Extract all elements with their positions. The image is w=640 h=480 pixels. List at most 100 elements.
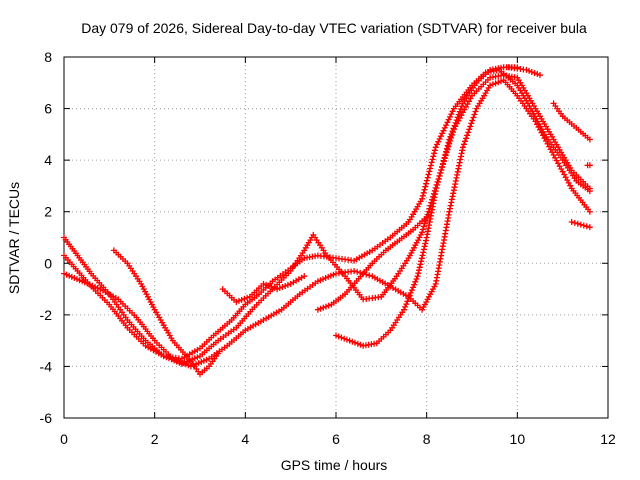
x-axis-label: GPS time / hours [281,457,388,473]
data-point [181,358,183,360]
y-tick-label: -4 [40,358,53,374]
data-point [81,280,83,282]
data-point [394,278,396,280]
data-point [326,254,328,257]
data-point [462,146,464,148]
data-point [99,288,101,290]
data-point [258,293,260,295]
data-point [244,303,246,306]
x-tick-label: 4 [241,431,249,447]
data-point [448,138,450,141]
data-point [589,226,591,228]
data-point [190,365,192,368]
data-point [303,257,305,259]
data-point [335,334,337,337]
data-point [281,309,283,311]
data-series [61,64,593,378]
data-point [249,296,251,298]
data-point [516,84,518,86]
data-point [213,334,215,337]
data-point [580,224,582,226]
data-point [362,298,364,300]
data-point [539,74,541,76]
data-point [589,138,591,141]
data-point [199,347,201,349]
data-point [589,211,591,213]
data-point [217,352,219,355]
data-point [385,249,387,251]
data-point [231,319,233,321]
data-point [199,355,201,357]
data-point [113,249,115,251]
data-point [63,273,65,275]
data-point [117,298,119,300]
data-point [126,327,129,329]
data-point [235,301,237,303]
chart-title: Day 079 of 2026, Sidereal Day-to-day VTE… [81,20,587,36]
data-point [589,187,591,190]
x-tick-label: 12 [600,431,616,447]
data-point [475,82,478,84]
data-point [199,373,201,375]
data-point [358,278,360,280]
data-point [303,249,305,251]
data-point [412,229,414,231]
data-point [244,329,246,331]
data-point [312,234,314,236]
data-point [77,270,79,272]
axis-ticks: 0 2 4 6 8 10 12 -6 -4 -2 0 2 4 6 8 [40,49,616,447]
data-point [448,211,450,213]
data-point [489,69,491,71]
y-tick-label: -2 [40,307,53,323]
data-point [426,216,428,218]
data-point [571,187,573,190]
data-point [163,355,165,357]
series-track-3 [61,77,593,370]
data-point [376,342,378,344]
data-point [553,154,555,156]
data-point [63,236,65,239]
data-point [507,66,509,68]
data-point [290,283,292,285]
data-point [462,102,464,105]
data-point [403,309,405,311]
data-point [553,138,555,141]
data-point [335,257,337,259]
x-tick-label: 2 [151,431,159,447]
data-point [580,131,582,133]
data-point [534,120,537,123]
series-track-11 [584,162,593,169]
data-point [145,340,147,342]
series-track-7 [333,64,521,349]
data-point [471,95,473,97]
data-point [571,221,573,223]
data-point [299,293,301,295]
data-point [344,293,346,295]
data-point [389,236,391,239]
x-tick-label: 10 [510,431,526,447]
data-point [435,190,437,192]
data-point [140,283,142,285]
data-point [262,319,265,321]
data-point [534,107,537,110]
y-tick-label: 8 [44,49,52,65]
data-point [154,309,156,311]
x-tick-label: 8 [423,431,431,447]
data-point [421,198,423,200]
data-point [344,275,346,277]
data-point [208,358,210,360]
data-point [575,180,577,182]
data-point [290,270,292,272]
series-track-4 [110,247,222,378]
data-point [63,254,65,257]
grid [64,57,608,418]
series-track-9 [550,100,593,143]
data-point [190,360,192,362]
data-point [77,254,79,257]
x-tick-label: 6 [332,431,340,447]
data-point [543,133,546,135]
data-point [530,107,532,110]
data-point [516,95,518,97]
data-point [571,123,573,125]
